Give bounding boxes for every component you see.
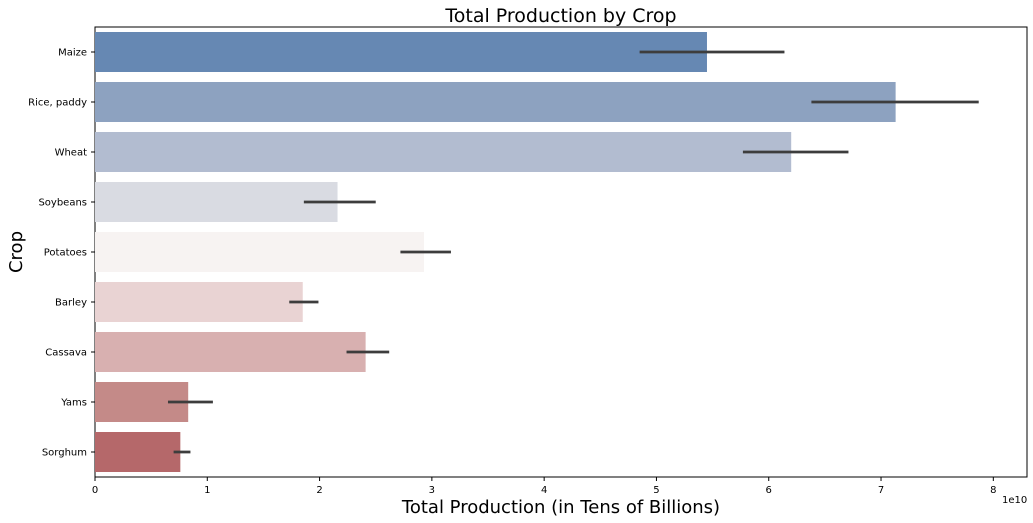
x-tick-label: 0 bbox=[92, 485, 98, 496]
y-tick-label: Rice, paddy bbox=[28, 98, 87, 109]
bar-sorghum bbox=[95, 432, 181, 472]
x-tick-label: 1 bbox=[204, 485, 210, 496]
y-tick-label: Potatoes bbox=[44, 248, 87, 259]
y-tick-label: Wheat bbox=[55, 148, 88, 159]
x-offset-label: 1e10 bbox=[1002, 495, 1027, 506]
y-tick-label: Soybeans bbox=[38, 198, 87, 209]
y-tick-label: Sorghum bbox=[42, 448, 87, 459]
error-bars-group bbox=[167, 50, 979, 454]
x-tick-label: 2 bbox=[316, 485, 322, 496]
y-axis-label: Crop bbox=[6, 231, 27, 273]
bars-group bbox=[95, 32, 896, 472]
x-tick-label: 7 bbox=[878, 485, 884, 496]
y-tick-label: Cassava bbox=[45, 348, 87, 359]
y-tick-labels: Maize Rice, paddy Wheat Soybeans Potatoes Bar… bbox=[28, 48, 95, 459]
bar-rice-paddy bbox=[95, 82, 896, 122]
bar-barley bbox=[95, 282, 303, 322]
bar-soybeans bbox=[95, 182, 338, 222]
bar-maize bbox=[95, 32, 707, 72]
y-tick-label: Barley bbox=[55, 298, 87, 309]
y-tick-label: Maize bbox=[58, 48, 87, 59]
bar-cassava bbox=[95, 332, 366, 372]
x-axis-label: Total Production (in Tens of Billions) bbox=[401, 497, 720, 518]
x-tick-label: 3 bbox=[429, 485, 435, 496]
x-ticks: 0 1 2 3 4 5 6 7 8 bbox=[92, 477, 997, 496]
x-tick-label: 5 bbox=[653, 485, 659, 496]
x-tick-label: 6 bbox=[766, 485, 772, 496]
bar-potatoes bbox=[95, 232, 425, 272]
y-tick-label: Yams bbox=[60, 398, 87, 409]
x-tick-label: 8 bbox=[990, 485, 996, 496]
x-tick-label: 4 bbox=[541, 485, 547, 496]
bar-wheat bbox=[95, 132, 792, 172]
chart-title: Total Production by Crop bbox=[444, 5, 676, 27]
